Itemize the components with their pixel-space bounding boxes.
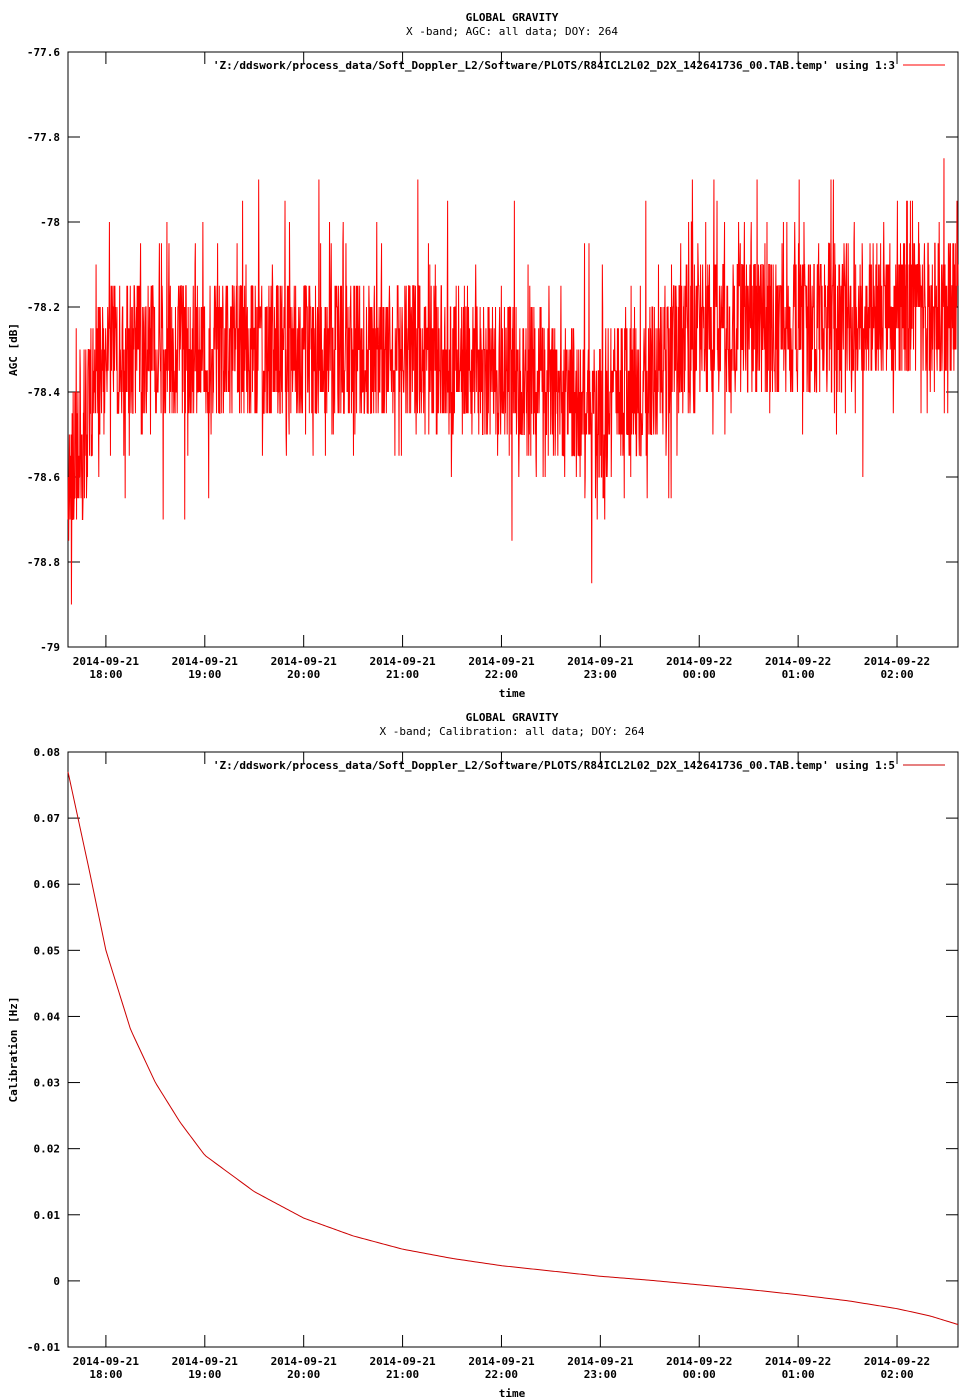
x-tick-time: 21:00 (386, 668, 419, 681)
y-tick-label: -77.6 (27, 46, 60, 59)
y-tick-label: 0.03 (34, 1077, 61, 1090)
x-tick-date: 2014-09-21 (172, 1355, 239, 1368)
y-tick-label: 0.01 (34, 1209, 61, 1222)
x-axis-label: time (499, 1387, 526, 1400)
chart-subtitle: X -band; Calibration: all data; DOY: 264 (380, 725, 645, 738)
y-tick-label: 0.08 (34, 746, 61, 759)
x-tick-time: 22:00 (485, 668, 518, 681)
x-tick-time: 23:00 (584, 1368, 617, 1381)
y-tick-label: 0.02 (34, 1143, 61, 1156)
x-tick-time: 00:00 (683, 668, 716, 681)
x-tick-date: 2014-09-21 (271, 1355, 338, 1368)
x-tick-date: 2014-09-21 (567, 1355, 634, 1368)
x-tick-date: 2014-09-21 (369, 655, 436, 668)
x-tick-date: 2014-09-21 (73, 1355, 140, 1368)
x-tick-date: 2014-09-21 (468, 655, 535, 668)
y-tick-label: 0 (53, 1275, 60, 1288)
y-axis-label: Calibration [Hz] (7, 997, 20, 1103)
y-tick-label: 0.06 (34, 878, 61, 891)
x-tick-date: 2014-09-21 (567, 655, 634, 668)
plot-frame (67, 751, 959, 1348)
x-tick-time: 18:00 (89, 668, 122, 681)
y-tick-label: 0.05 (34, 944, 61, 957)
y-tick-label: -78.6 (27, 471, 60, 484)
x-tick-time: 01:00 (782, 1368, 815, 1381)
y-tick-label: 0.04 (34, 1010, 61, 1023)
y-tick-label: -78.8 (27, 556, 60, 569)
legend-label: 'Z:/ddswork/process_data/Soft_Doppler_L2… (213, 59, 895, 72)
y-tick-label: 0.07 (34, 812, 61, 825)
x-tick-date: 2014-09-21 (271, 655, 338, 668)
plot-frame (67, 51, 959, 648)
y-tick-label: -78 (40, 216, 60, 229)
x-tick-time: 21:00 (386, 1368, 419, 1381)
x-tick-time: 22:00 (485, 1368, 518, 1381)
x-tick-time: 02:00 (880, 668, 913, 681)
x-tick-time: 19:00 (188, 668, 221, 681)
series-line (67, 158, 959, 605)
x-tick-date: 2014-09-21 (369, 1355, 436, 1368)
y-tick-label: -78.2 (27, 301, 60, 314)
x-tick-time: 01:00 (782, 668, 815, 681)
x-tick-time: 20:00 (287, 668, 320, 681)
y-tick-label: -79 (40, 641, 60, 654)
x-tick-date: 2014-09-22 (765, 655, 831, 668)
x-tick-time: 19:00 (188, 1368, 221, 1381)
x-tick-date: 2014-09-22 (765, 1355, 831, 1368)
y-tick-label: -0.01 (27, 1341, 60, 1354)
chart-title: GLOBAL GRAVITY (466, 711, 559, 724)
series-line (67, 771, 959, 1325)
x-tick-time: 00:00 (683, 1368, 716, 1381)
x-tick-time: 02:00 (880, 1368, 913, 1381)
x-tick-date: 2014-09-21 (468, 1355, 535, 1368)
x-tick-time: 23:00 (584, 668, 617, 681)
x-tick-date: 2014-09-21 (172, 655, 239, 668)
y-tick-label: -78.4 (27, 386, 60, 399)
x-tick-date: 2014-09-22 (666, 655, 732, 668)
chart-title: GLOBAL GRAVITY (466, 11, 559, 24)
x-tick-time: 18:00 (89, 1368, 122, 1381)
x-tick-time: 20:00 (287, 1368, 320, 1381)
chart-subtitle: X -band; AGC: all data; DOY: 264 (406, 25, 618, 38)
x-tick-date: 2014-09-21 (73, 655, 140, 668)
x-tick-date: 2014-09-22 (666, 1355, 732, 1368)
x-axis-label: time (499, 687, 526, 700)
x-tick-date: 2014-09-22 (864, 655, 930, 668)
y-axis-label: AGC [dB] (7, 323, 20, 376)
x-tick-date: 2014-09-22 (864, 1355, 930, 1368)
y-tick-label: -77.8 (27, 131, 60, 144)
legend-label: 'Z:/ddswork/process_data/Soft_Doppler_L2… (213, 759, 895, 772)
